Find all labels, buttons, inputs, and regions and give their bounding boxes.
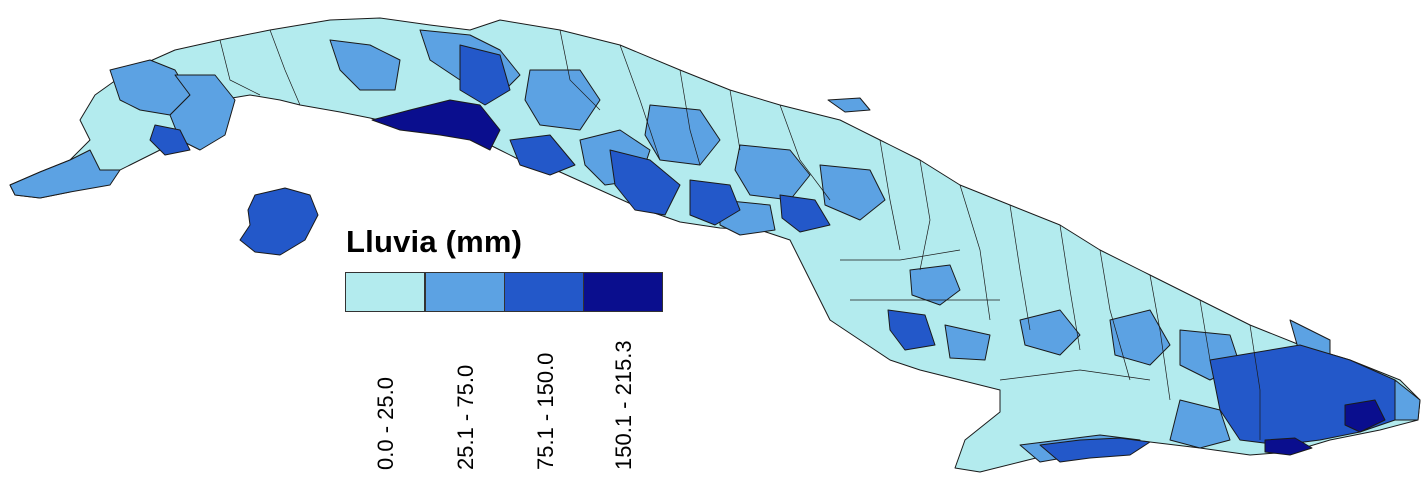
region-artemisa: [329, 39, 401, 91]
region-camaguey-coast: [887, 309, 936, 351]
region-havana-south: [459, 44, 511, 106]
region-cienfuegos-west: [509, 134, 576, 176]
region-north-cays: [827, 97, 871, 113]
legend-swatch-0: [345, 272, 425, 312]
region-santiago-west: [1169, 399, 1231, 449]
region-camaguey-south: [944, 324, 991, 361]
region-guantanamo: [1344, 399, 1386, 433]
legend-title: Lluvia (mm): [346, 224, 523, 259]
region-pinar-south: [149, 124, 191, 156]
region-santiago: [1209, 344, 1396, 446]
legend-swatch-2: [504, 272, 584, 312]
legend-swatch-3: [583, 272, 663, 312]
legend-label-text-0: 0.0 - 25.0: [373, 377, 398, 470]
region-camaguey-west: [909, 264, 961, 306]
region-ciego: [819, 164, 886, 221]
region-pinar-central: [169, 74, 236, 151]
region-cienfuegos: [609, 149, 681, 216]
region-west-pinar: [9, 149, 121, 199]
region-mayabeque: [524, 69, 601, 131]
legend-label-text-3: 150.1 - 215.3: [611, 340, 636, 470]
region-zapata: [371, 99, 501, 151]
region-sancti-south: [779, 194, 831, 233]
legend-label-text-1: 25.1 - 75.0: [453, 364, 478, 470]
region-santiago-coast: [1264, 437, 1313, 456]
isla-de-la-juventud: [239, 187, 319, 256]
region-guantanamo-east: [1394, 379, 1421, 421]
region-trinidad: [689, 179, 741, 226]
region-holguin-west: [1109, 309, 1171, 366]
municipal-boundaries: [219, 29, 1261, 440]
legend-label-text-2: 75.1 - 150.0: [533, 352, 558, 470]
region-granma-coast: [1039, 437, 1151, 463]
legend-swatch-1: [425, 272, 505, 312]
region-las-tunas: [1019, 309, 1081, 356]
